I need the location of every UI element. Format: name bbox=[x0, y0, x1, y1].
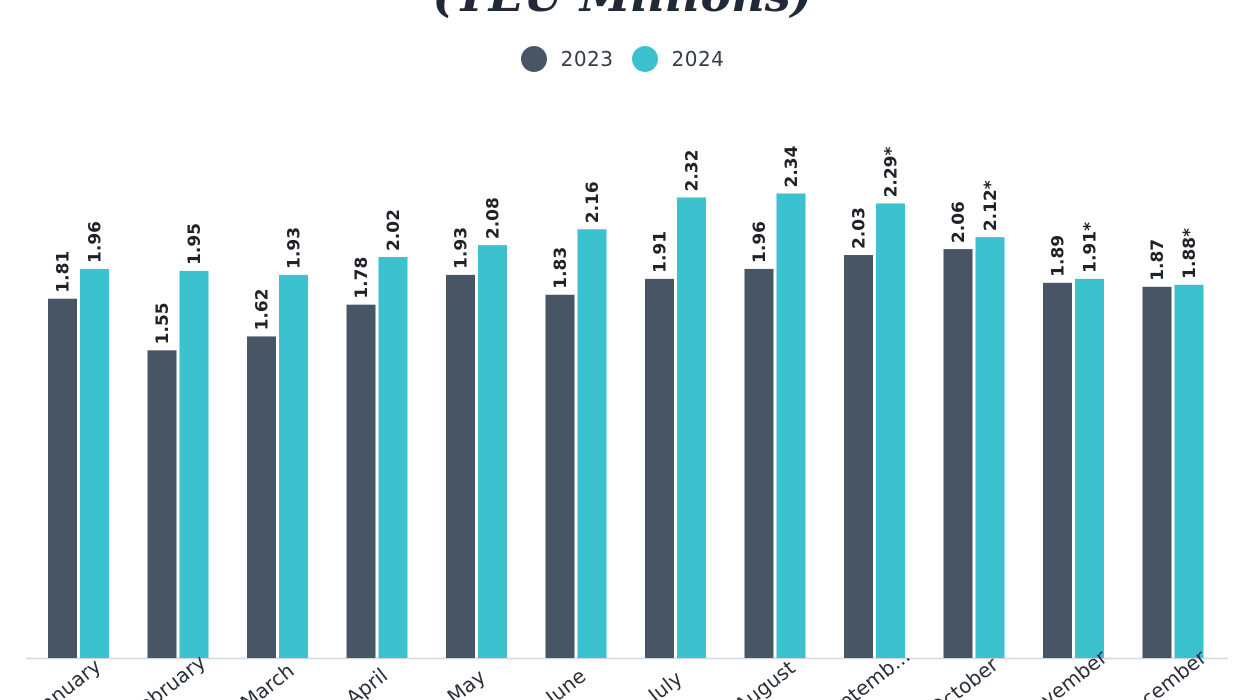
legend-swatch-2024 bbox=[631, 46, 658, 72]
value-label-2024-5: 2.16 bbox=[583, 181, 603, 223]
bar-2023-6 bbox=[645, 278, 674, 658]
bar-2023-5 bbox=[545, 294, 575, 658]
legend-label-2024: 2024 bbox=[671, 47, 725, 71]
value-label-2024-2: 1.93 bbox=[285, 227, 305, 269]
category-label-5: June bbox=[540, 664, 591, 700]
bar-2024-3 bbox=[378, 257, 408, 658]
value-label-2024-6: 2.32 bbox=[683, 150, 703, 192]
bar-2023-1 bbox=[147, 350, 177, 658]
bar-2024-5 bbox=[577, 229, 607, 659]
value-label-2023-11: 1.87 bbox=[1148, 239, 1168, 281]
value-label-2023-5: 1.83 bbox=[551, 247, 571, 289]
value-label-2024-4: 2.08 bbox=[484, 197, 504, 239]
bar-2023-3 bbox=[346, 304, 376, 658]
value-label-2024-8: 2.29* bbox=[882, 146, 902, 197]
legend-label-2023: 2023 bbox=[560, 47, 614, 71]
category-label-3: April bbox=[341, 663, 392, 700]
bar-2024-7 bbox=[776, 193, 806, 658]
bar-2023-2 bbox=[247, 336, 276, 658]
bar-2023-7 bbox=[744, 268, 774, 658]
bar-2024-9 bbox=[975, 237, 1005, 658]
bar-2023-9 bbox=[943, 249, 973, 658]
value-label-2024-7: 2.34 bbox=[782, 145, 802, 187]
bar-2024-1 bbox=[179, 270, 209, 658]
value-label-2024-11: 1.88* bbox=[1180, 228, 1200, 279]
value-label-2023-9: 2.06 bbox=[949, 201, 969, 243]
bar-2024-11 bbox=[1174, 284, 1204, 658]
bar-2023-11 bbox=[1142, 286, 1172, 658]
value-label-2023-0: 1.81 bbox=[54, 251, 74, 293]
legend-item-2023: 2023 bbox=[520, 46, 614, 72]
bar-2024-10 bbox=[1075, 278, 1104, 658]
bar-2024-2 bbox=[279, 274, 308, 658]
bar-2024-4 bbox=[478, 245, 507, 658]
value-label-2023-7: 1.96 bbox=[750, 221, 770, 263]
value-label-2024-1: 1.95 bbox=[185, 223, 205, 265]
value-label-2024-0: 1.96 bbox=[86, 221, 106, 263]
category-label-0: January bbox=[29, 654, 105, 700]
category-label-4: May bbox=[443, 664, 490, 700]
legend-item-2024: 2024 bbox=[631, 46, 725, 72]
value-label-2023-8: 2.03 bbox=[850, 207, 870, 249]
value-label-2024-10: 1.91* bbox=[1081, 222, 1101, 273]
value-label-2023-6: 1.91 bbox=[651, 231, 671, 273]
value-label-2023-10: 1.89 bbox=[1049, 235, 1069, 277]
chart-title: (TEU Millions) bbox=[0, 0, 1245, 18]
legend-swatch-2023 bbox=[520, 46, 547, 72]
value-label-2024-9: 2.12* bbox=[981, 180, 1001, 231]
bar-2024-0 bbox=[80, 268, 109, 658]
bar-2023-8 bbox=[844, 255, 873, 659]
value-label-2023-4: 1.93 bbox=[452, 227, 472, 269]
bar-2024-6 bbox=[677, 197, 706, 659]
value-label-2023-1: 1.55 bbox=[153, 302, 173, 344]
legend: 2023 2024 bbox=[0, 46, 1245, 72]
bar-2023-10 bbox=[1043, 282, 1072, 658]
category-label-6: July bbox=[642, 666, 687, 700]
category-label-2: March bbox=[236, 658, 299, 700]
bar-2023-4 bbox=[446, 274, 475, 658]
bar-2024-8 bbox=[876, 203, 905, 658]
bar-2023-0 bbox=[48, 298, 77, 658]
category-label-7: August bbox=[730, 655, 800, 700]
value-label-2023-3: 1.78 bbox=[352, 257, 372, 299]
value-label-2024-3: 2.02 bbox=[384, 209, 404, 251]
value-label-2023-2: 1.62 bbox=[253, 288, 273, 330]
